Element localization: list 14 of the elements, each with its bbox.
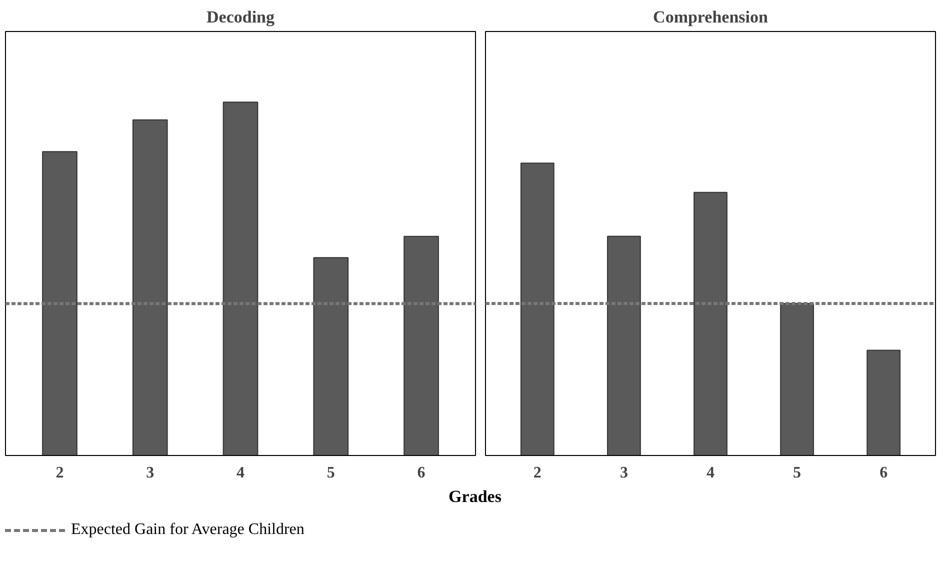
chart-title: Comprehension [653, 8, 769, 26]
x-tick-label: 3 [146, 464, 154, 482]
chart-title: Decoding [206, 8, 275, 26]
x-tick-label: 2 [56, 464, 64, 482]
x-tick-label: 5 [793, 464, 802, 482]
x-tick-label: 5 [326, 464, 335, 482]
x-tick-label: 3 [620, 464, 628, 482]
x-axis-title: Grades [448, 486, 502, 508]
x-tick-label: 6 [417, 464, 426, 482]
x-tick-label: 2 [533, 464, 542, 482]
legend-label: Expected Gain for Average Children [70, 520, 304, 540]
x-tick-label: 4 [236, 464, 244, 482]
x-tick-label: 4 [706, 464, 714, 482]
x-tick-label: 6 [880, 464, 888, 482]
